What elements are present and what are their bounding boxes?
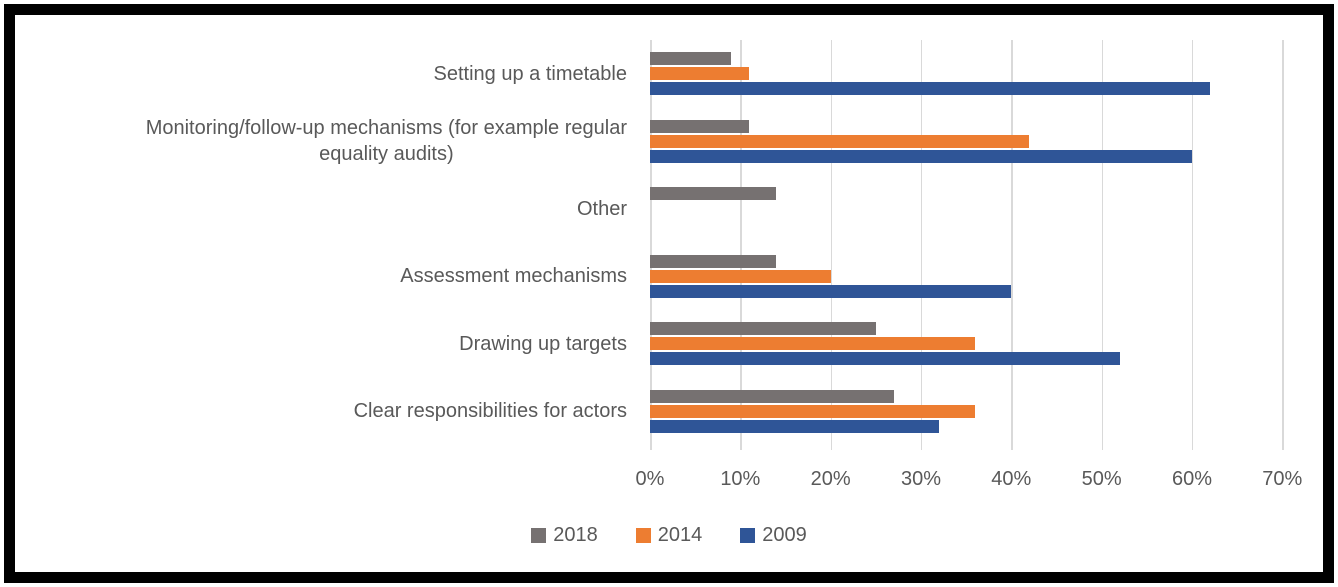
bar-2014-category-1 [650,134,1030,148]
bar-2018-category-2 [650,187,777,201]
legend-swatch-2009 [740,528,756,543]
category-label-0: Setting up a timetable [433,62,627,85]
bar-2018-category-3 [650,254,777,268]
category-label-5: Clear responsibilities for actors [353,400,627,423]
legend-label-2009: 2009 [762,524,807,546]
bar-2009-category-3 [650,284,1012,298]
bar-2014-category-3 [650,269,831,283]
x-tick-label-50pct: 50% [1081,468,1122,490]
legend: 2018 2014 2009 [0,524,1338,547]
legend-label-2014: 2014 [657,524,703,546]
x-tick-label-0pct: 0% [635,468,665,490]
bar-2009-category-0 [650,82,1211,96]
grid-line-30pct [920,40,923,450]
x-tick-label-10pct: 10% [720,468,761,490]
category-label-4: Drawing up targets [459,332,627,355]
legend-item-2014: 2014 [635,524,703,547]
legend-label-2018: 2018 [553,524,598,546]
grid-line-0pct [650,40,652,450]
bar-2018-category-1 [650,119,750,133]
grid-line-20pct [830,40,833,450]
grid-line-50pct [1101,40,1104,450]
legend-item-2018: 2018 [531,524,598,547]
x-tick-label-60pct: 60% [1171,468,1212,490]
bar-2014-category-0 [650,67,750,81]
category-label-1: Monitoring/follow-up mechanisms (for exa… [145,117,627,166]
bar-2009-category-1 [650,149,1192,163]
bar-2018-category-0 [650,52,732,66]
bar-2018-category-5 [650,389,894,403]
x-tick-label-20pct: 20% [810,468,851,490]
bar-2014-category-4 [650,337,976,351]
category-label-2: Other [576,197,627,220]
grid-line-10pct [740,40,742,450]
bar-2018-category-4 [650,322,876,336]
bar-2014-category-5 [650,404,976,418]
x-tick-label-30pct: 30% [900,468,941,490]
category-label-3: Assessment mechanisms [400,265,627,288]
grid-line-70pct [1282,40,1284,450]
x-tick-label-70pct: 70% [1262,468,1303,490]
legend-swatch-2014 [635,528,651,543]
bar-2009-category-5 [650,419,940,433]
legend-item-2009: 2009 [740,524,807,547]
bar-2009-category-4 [650,352,1120,366]
grid-line-40pct [1011,40,1013,450]
legend-swatch-2018 [531,528,547,543]
x-tick-label-40pct: 40% [991,468,1032,490]
grid-line-60pct [1191,40,1194,450]
